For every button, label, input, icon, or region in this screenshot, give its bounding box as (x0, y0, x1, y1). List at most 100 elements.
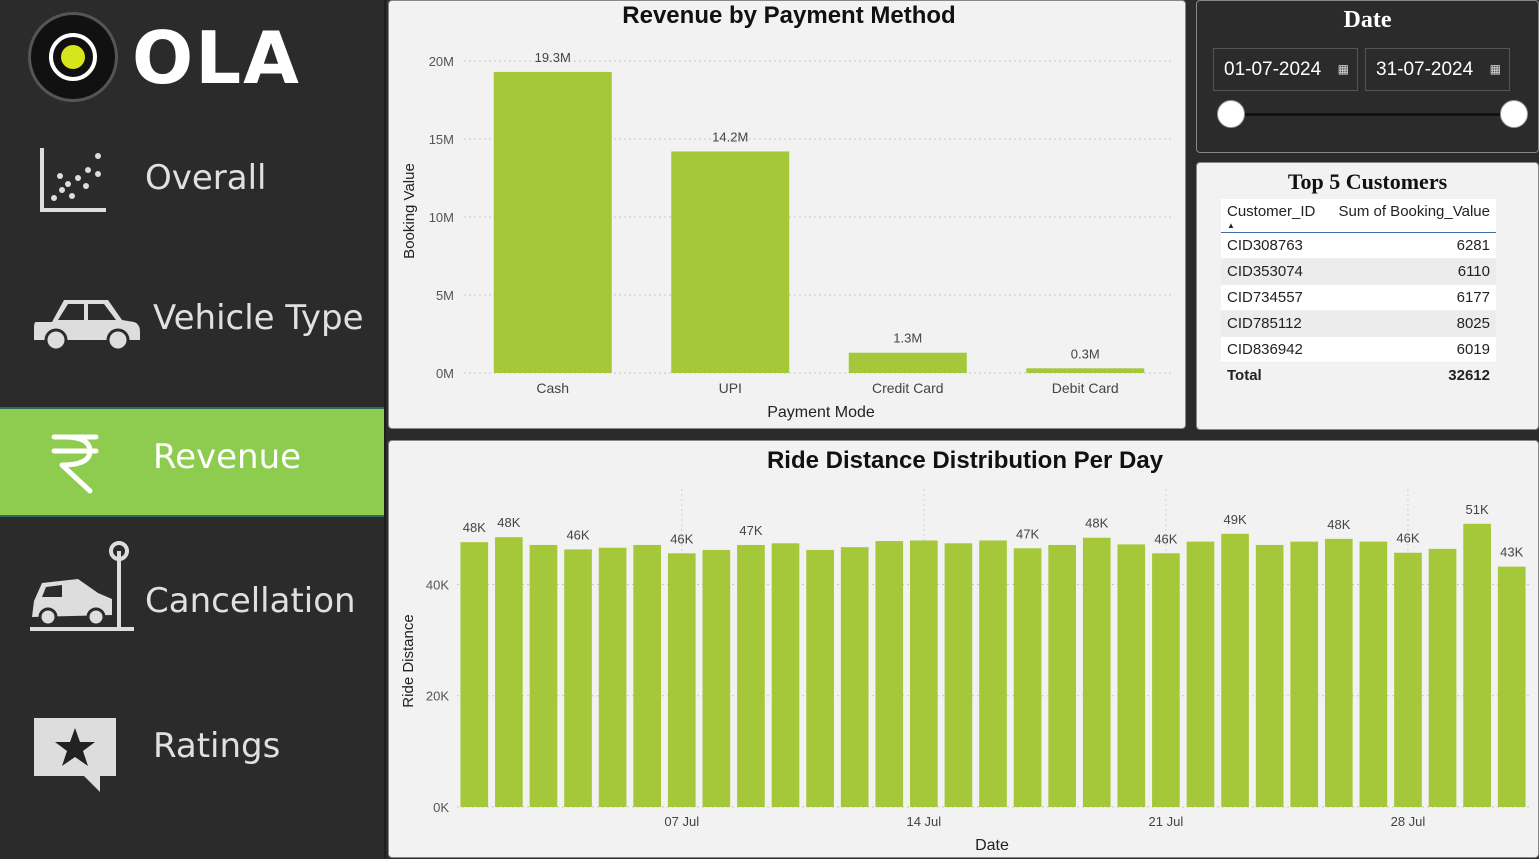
table-row[interactable]: CID734557 6177 (1221, 284, 1496, 311)
date-range-slider-track[interactable] (1231, 113, 1514, 116)
data-label: 47K (1016, 526, 1039, 541)
booking-value-cell: 6177 (1325, 284, 1496, 311)
y-tick-label: 5M (436, 288, 454, 303)
x-tick-label: UPI (719, 380, 742, 396)
nav-label-ratings: Ratings (153, 726, 281, 766)
nav-item-cancellation[interactable]: Cancellation (0, 535, 384, 645)
table-header-row: Customer_ID ▲ Sum of Booking_Value (1221, 199, 1496, 233)
table-row[interactable]: CID785112 8025 (1221, 310, 1496, 337)
table-row[interactable]: CID836942 6019 (1221, 336, 1496, 363)
bar (495, 537, 523, 807)
customer-id-cell: CID734557 (1221, 284, 1326, 311)
data-label: 48K (1327, 517, 1350, 532)
bar (671, 151, 790, 373)
nav-label-revenue: Revenue (153, 437, 302, 477)
table-row[interactable]: CID353074 6110 (1221, 258, 1496, 285)
data-label: 48K (1085, 516, 1108, 531)
nav-label-cancellation: Cancellation (145, 581, 356, 621)
bar (1497, 566, 1526, 807)
bar (848, 352, 967, 373)
date-range-end-handle[interactable] (1500, 100, 1528, 128)
customer-id-cell: CID308763 (1221, 232, 1326, 259)
total-value: 32612 (1325, 362, 1496, 389)
nav-item-vehicle-type[interactable]: Vehicle Type (0, 270, 384, 380)
start-date-input[interactable]: 01-07-2024 ▦ (1213, 48, 1358, 91)
data-label: 48K (497, 515, 520, 530)
calendar-icon[interactable]: ▦ (1337, 62, 1349, 76)
nav-item-ratings[interactable]: Ratings (0, 690, 384, 800)
y-tick-label: 40K (426, 577, 449, 592)
x-tick-label: 07 Jul (664, 814, 699, 829)
bar (1394, 552, 1422, 807)
date-range-start-handle[interactable] (1217, 100, 1245, 128)
booking-value-cell: 6281 (1325, 232, 1496, 259)
bar (1026, 368, 1145, 373)
bar (1255, 544, 1284, 807)
bar (1359, 541, 1388, 807)
booking-value-cell: 6019 (1325, 336, 1496, 363)
bar (460, 542, 489, 807)
bar (1048, 544, 1076, 807)
bar (910, 540, 938, 807)
car-crash-icon (30, 541, 134, 631)
data-label: 48K (463, 520, 486, 535)
booking-value-cell: 6110 (1325, 258, 1496, 285)
bar (1082, 537, 1111, 807)
date-filter-title: Date (1343, 7, 1392, 33)
data-label: 46K (1396, 531, 1419, 546)
bar (564, 549, 592, 807)
y-tick-label: 0M (436, 366, 454, 381)
calendar-icon[interactable]: ▦ (1489, 62, 1501, 76)
chart-title: Revenue by Payment Method (622, 2, 955, 29)
bar (1324, 538, 1353, 807)
data-label: 49K (1223, 512, 1246, 527)
bar (1117, 544, 1146, 807)
date-filter-panel: Date 01-07-2024 ▦ 31-07-2024 ▦ (1196, 0, 1539, 153)
sort-ascending-icon[interactable]: ▲ (1227, 221, 1235, 230)
y-axis-label: Ride Distance (400, 614, 417, 707)
start-date-value: 01-07-2024 (1224, 59, 1322, 80)
x-axis-label: Payment Mode (767, 404, 875, 421)
bar (737, 544, 765, 807)
customer-id-cell: CID836942 (1221, 336, 1326, 363)
data-label: 46K (1154, 531, 1177, 546)
bar (598, 547, 627, 807)
table-row[interactable]: CID308763 6281 (1221, 232, 1496, 259)
bar (840, 547, 869, 807)
x-tick-label: 14 Jul (906, 814, 941, 829)
data-label: 14.2M (712, 129, 748, 144)
y-axis-label: Booking Value (401, 163, 418, 259)
data-label: 46K (670, 531, 693, 546)
bar (1186, 541, 1215, 807)
end-date-input[interactable]: 31-07-2024 ▦ (1365, 48, 1510, 91)
revenue-by-payment-panel: Revenue by Payment Method 0M 5M 10M 15M 20M Bo… (388, 0, 1186, 429)
nav-item-overall[interactable]: Overall (0, 130, 384, 240)
bar (1152, 553, 1180, 807)
column-header-booking-value[interactable]: Sum of Booking_Value (1325, 199, 1496, 233)
data-label: 46K (566, 527, 589, 542)
data-label: 1.3M (893, 331, 922, 346)
bar (806, 549, 834, 807)
table-total-row: Total 32612 (1221, 362, 1496, 389)
brand-name: OLA (132, 16, 301, 100)
bar (667, 553, 696, 807)
bar (493, 71, 612, 374)
data-label: 43K (1500, 545, 1523, 560)
y-tick-label: 20K (426, 689, 449, 704)
data-label: 51K (1466, 502, 1489, 517)
y-tick-label: 0K (433, 800, 449, 815)
x-tick-label: 28 Jul (1391, 814, 1426, 829)
star-speech-bubble-icon (34, 718, 116, 792)
x-tick-label: Debit Card (1052, 380, 1119, 396)
booking-value-cell: 8025 (1325, 310, 1496, 337)
data-label: 0.3M (1071, 346, 1100, 361)
y-tick-label: 20M (429, 54, 454, 69)
nav-item-revenue[interactable]: Revenue (0, 407, 384, 517)
customer-id-cell: CID353074 (1221, 258, 1326, 285)
y-tick-label: 15M (429, 132, 454, 147)
top-customers-table: Customer_ID ▲ Sum of Booking_Value CID308… (1221, 199, 1496, 389)
top-customers-title: Top 5 Customers (1287, 169, 1448, 194)
bar (1428, 548, 1457, 807)
bar (944, 543, 973, 807)
column-header-customer-id[interactable]: Customer_ID ▲ (1221, 199, 1326, 233)
